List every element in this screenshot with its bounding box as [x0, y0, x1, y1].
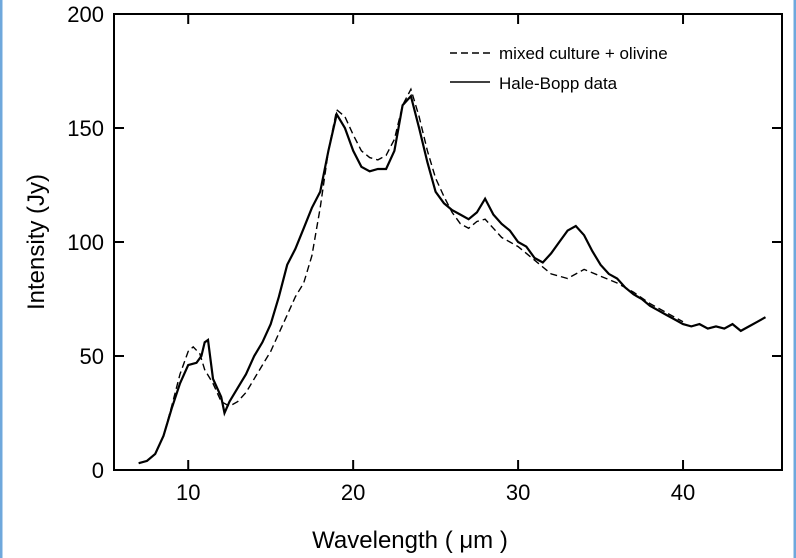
legend-label-mixed-culture: mixed culture + olivine: [499, 44, 668, 63]
y-tick-label-100: 100: [67, 230, 104, 255]
axis-ticks: [114, 13, 782, 471]
x-tick-label-30: 30: [506, 480, 530, 505]
legend-label-hale-bopp: Hale-Bopp data: [499, 74, 618, 93]
series-line-hale-bopp: [138, 93, 767, 465]
y-axis-label: Intensity (Jy): [23, 174, 50, 310]
y-tick-label-150: 150: [67, 116, 104, 141]
series-layer: [138, 87, 767, 465]
y-tick-label-0: 0: [92, 458, 104, 483]
legend: mixed culture + olivine Hale-Bopp data: [450, 44, 668, 93]
x-tick-label-10: 10: [176, 480, 200, 505]
series-line-mixed-culture-olivine: [138, 87, 684, 464]
y-tick-label-50: 50: [80, 344, 104, 369]
x-tick-label-40: 40: [671, 480, 695, 505]
x-axis-label: Wavelength ( μm ): [312, 527, 508, 554]
tick-labels: 10 20 30 40 0 50 100 150 200: [67, 2, 695, 505]
y-tick-label-200: 200: [67, 2, 104, 27]
plot-area: [113, 13, 783, 471]
x-tick-label-20: 20: [341, 480, 365, 505]
